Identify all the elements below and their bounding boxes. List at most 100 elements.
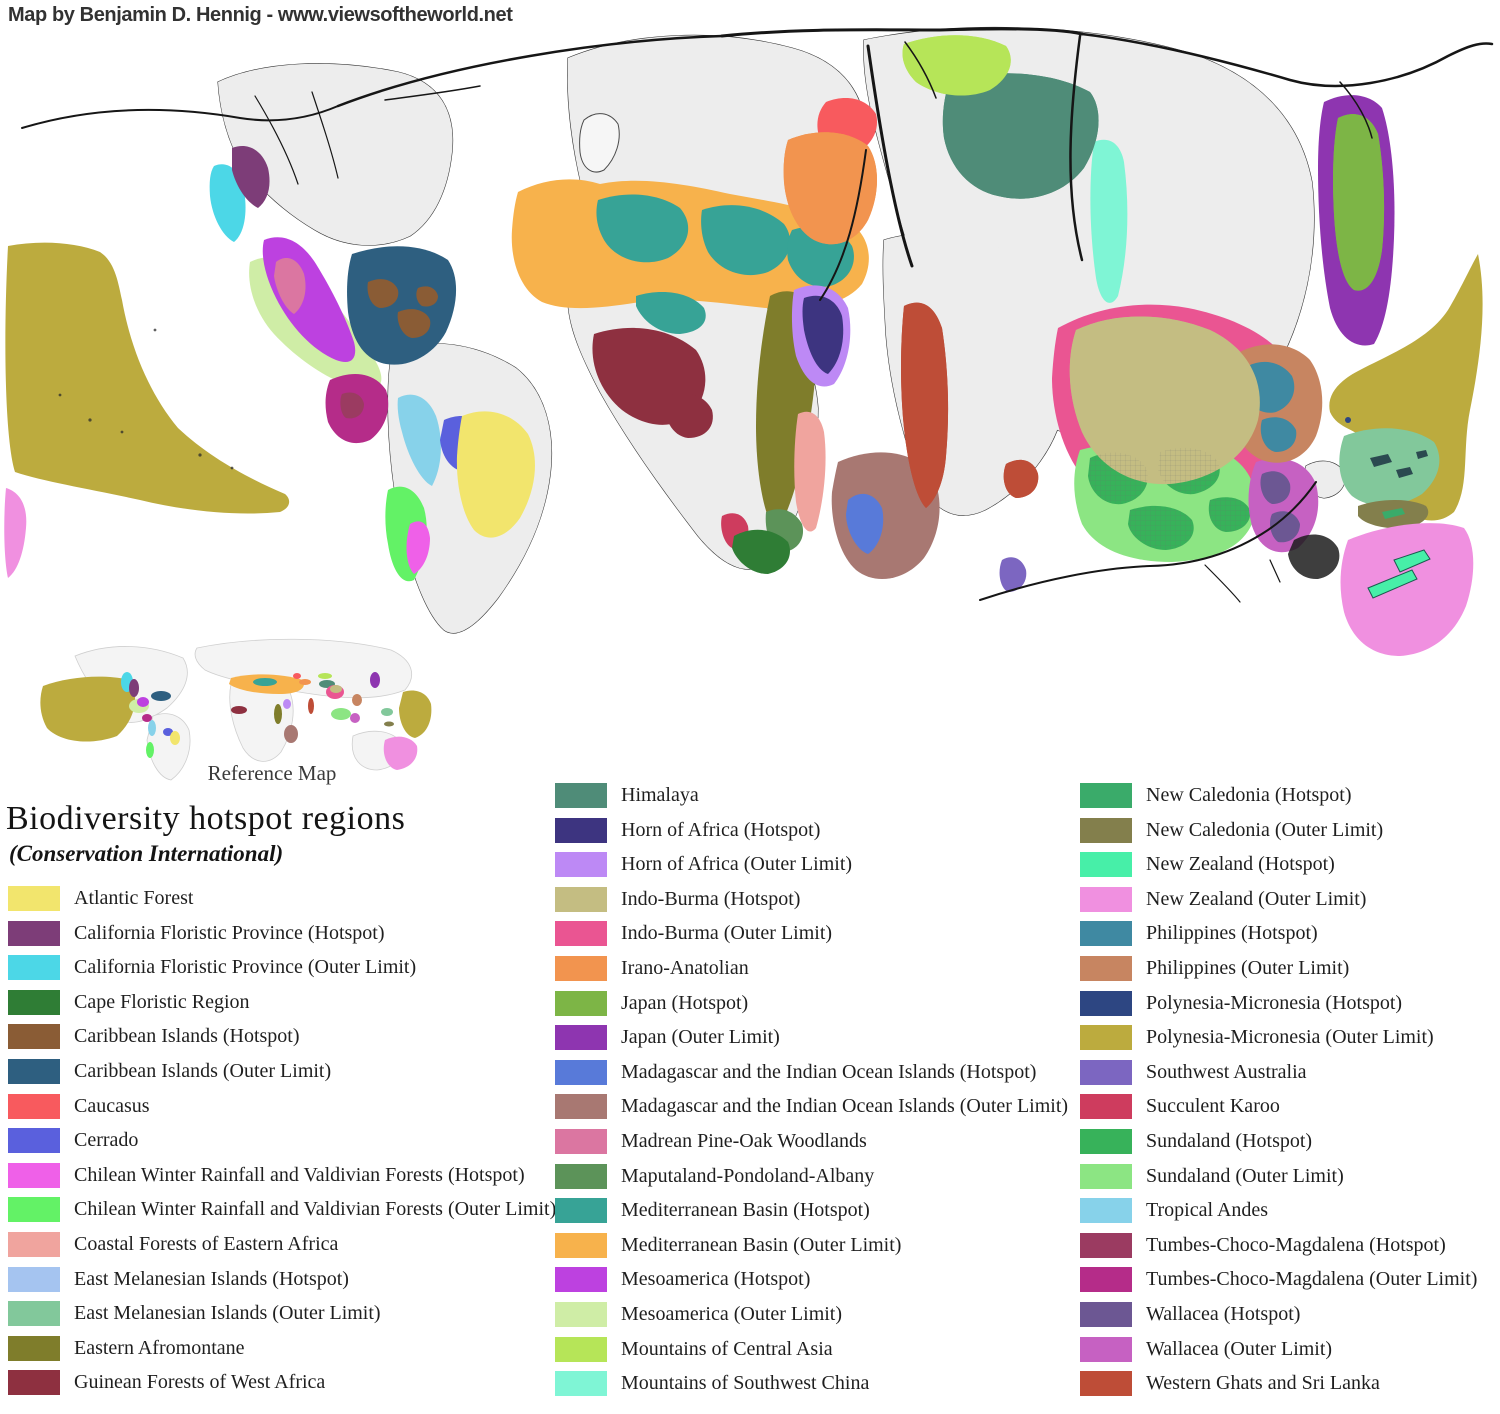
map-region-east-melanesian-outer [1339,428,1440,506]
ref-polynesia-right [399,690,432,738]
crease [866,44,914,268]
legend-label: Wallacea (Outer Limit) [1146,1337,1333,1360]
legend-item: Mediterranean Basin (Hotspot) [555,1198,1068,1224]
legend-label: East Melanesian Islands (Hotspot) [74,1267,349,1290]
legend-label: Japan (Outer Limit) [621,1026,780,1049]
legend-swatch [555,1163,607,1189]
legend-swatch [8,1197,60,1223]
legend-item: Himalaya [555,783,1068,808]
wallacea-patch [1270,511,1300,543]
map-region-madrean-pine-oak [274,258,306,314]
legend-swatch [1080,1232,1132,1258]
ref-atlantic-forest [170,731,180,745]
legend-item: Madagascar and the Indian Ocean Islands … [555,1094,1068,1120]
reference-continents [74,638,413,781]
island-speck [230,466,234,470]
legend-swatch [1080,783,1132,808]
legend-label: Eastern Afromontane [74,1336,245,1359]
mediterranean-patch [636,292,706,334]
ref-afromontane [274,704,282,724]
legend-swatch [1080,1128,1132,1154]
australia-outline [979,481,1317,601]
legend-item: Japan (Outer Limit) [555,1025,1068,1051]
legend-swatch [8,1370,60,1396]
legend-label: Wallacea (Hotspot) [1146,1302,1301,1325]
legend-label: East Melanesian Islands (Outer Limit) [74,1302,381,1325]
island-speck [153,328,157,332]
mediterranean-patch [596,194,689,263]
legend-swatch [1080,1301,1132,1327]
legend-item: Polynesia-Micronesia (Hotspot) [1080,990,1477,1016]
australia-branch [1269,559,1281,583]
map-region-polynesia-hotspot-speck [1345,417,1351,423]
ref-california-hotspot [129,679,139,697]
reference-map: Reference Map [40,638,432,785]
legend-swatch [1080,1025,1132,1051]
legend-item: Sundaland (Outer Limit) [1080,1163,1477,1189]
map-region-east-melanesian-islands [1370,450,1428,478]
island-speck [88,418,92,422]
legend-label: Horn of Africa (Hotspot) [621,818,821,841]
legend-column-1: Atlantic Forest California Floristic Pro… [8,886,556,1405]
legend-label: Maputaland-Pondoland-Albany [621,1164,875,1187]
legend-swatch [1080,1059,1132,1085]
legend-swatch [555,1336,607,1362]
legend-swatch [1080,1336,1132,1362]
legend-label: Succulent Karoo [1146,1095,1280,1118]
legend-swatch [8,1058,60,1084]
legend-item: Southwest Australia [1080,1059,1477,1085]
legend-swatch [8,955,60,981]
legend-swatch [555,1198,607,1224]
legend-swatch [555,1301,607,1327]
legend-item: Cerrado [8,1128,556,1154]
map-region-wallacea-hotspot [1260,471,1300,543]
ref-madagascar [284,725,298,743]
legend-label: Cape Floristic Region [74,990,250,1013]
tendril [384,85,481,101]
legend-swatch [555,886,607,912]
legend-item: Western Ghats and Sri Lanka [1080,1371,1477,1397]
tendril [1339,81,1373,139]
legend-item: New Caledonia (Outer Limit) [1080,817,1477,843]
legend-swatch [8,1024,60,1050]
map-region-horn-of-africa-hotspot [802,295,844,374]
legend-swatch [555,1128,607,1154]
map-region-atlantic-forest [456,411,535,538]
legend-label: Madagascar and the Indian Ocean Islands … [621,1060,1037,1083]
ref-polynesia-left [40,676,136,742]
legend-item: Succulent Karoo [1080,1094,1477,1120]
tendril [1080,32,1494,88]
legend-swatch [1080,886,1132,912]
legend-swatch [1080,990,1132,1016]
legend-label: Sundaland (Hotspot) [1146,1129,1313,1152]
island-mark [1370,454,1392,467]
legend-swatch [555,817,607,843]
ref-guinean [231,706,247,714]
ref-sundaland [331,708,351,720]
ref-indo-burma-hotspot [330,685,342,693]
legend-item: New Zealand (Outer Limit) [1080,886,1477,912]
legend-item: Caucasus [8,1093,556,1119]
legend-item: Mediterranean Basin (Outer Limit) [555,1232,1068,1258]
legend-item: California Floristic Province (Outer Lim… [8,955,556,981]
map-region-guinean-forests [592,327,713,438]
mesh-british-isles [579,113,620,173]
legend-swatch [555,990,607,1016]
island-speck [120,430,124,434]
legend-swatch [8,1301,60,1327]
legend-item: Guinean Forests of West Africa [8,1370,556,1396]
legend-swatch [1080,817,1132,843]
legend-item: Mountains of Southwest China [555,1371,1068,1397]
legend-label: Coastal Forests of Eastern Africa [74,1232,339,1255]
map-region-tumbes-hotspot [340,392,364,419]
ref-japan [370,672,380,688]
legend-swatch [555,1232,607,1258]
legend-label: Caribbean Islands (Outer Limit) [74,1059,332,1082]
legend-item: Sundaland (Hotspot) [1080,1128,1477,1154]
legend-column-2: Himalaya Horn of Africa (Hotspot) Horn o… [555,783,1068,1406]
legend-swatch [1080,955,1132,981]
legend-label: Caucasus [74,1094,150,1117]
ref-eurasia [194,638,413,699]
legend-swatch [8,920,60,946]
map-region-mountains-sw-china [1090,139,1128,303]
